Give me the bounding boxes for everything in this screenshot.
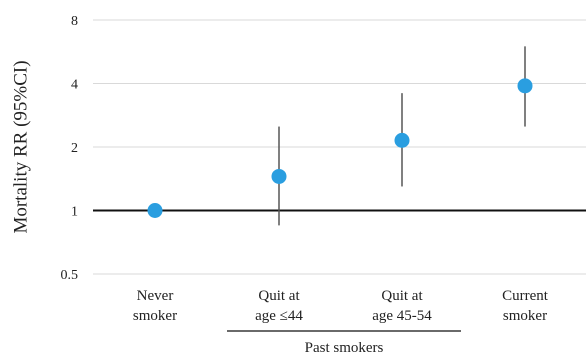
rr-point [147,203,163,218]
gridlines [93,19,586,275]
y-tick-label: 4 [71,78,78,93]
data-points [147,78,533,218]
x-category-labels: Never smoker Quit at age ≤44 Quit at age 45-5… [133,288,549,324]
rr-point [394,132,410,148]
x-category-label: Quit at age 45-54 [372,288,432,324]
y-tick-label: 0.5 [61,268,79,283]
x-category-label: Quit at age ≤44 [255,288,303,324]
past-smokers-label: Past smokers [305,340,384,356]
x-category-label: Current smoker [502,288,549,324]
rr-point [517,78,533,94]
x-category-label: Never smoker [133,288,177,324]
y-tick-label: 1 [71,205,78,220]
y-tick-label: 2 [71,141,78,156]
y-tick-label: 8 [71,14,78,29]
rr-point [271,168,287,184]
y-tick-labels: 0.5 1 2 4 8 [61,14,79,283]
y-axis-title: Mortality RR (95%CI) [10,60,31,233]
